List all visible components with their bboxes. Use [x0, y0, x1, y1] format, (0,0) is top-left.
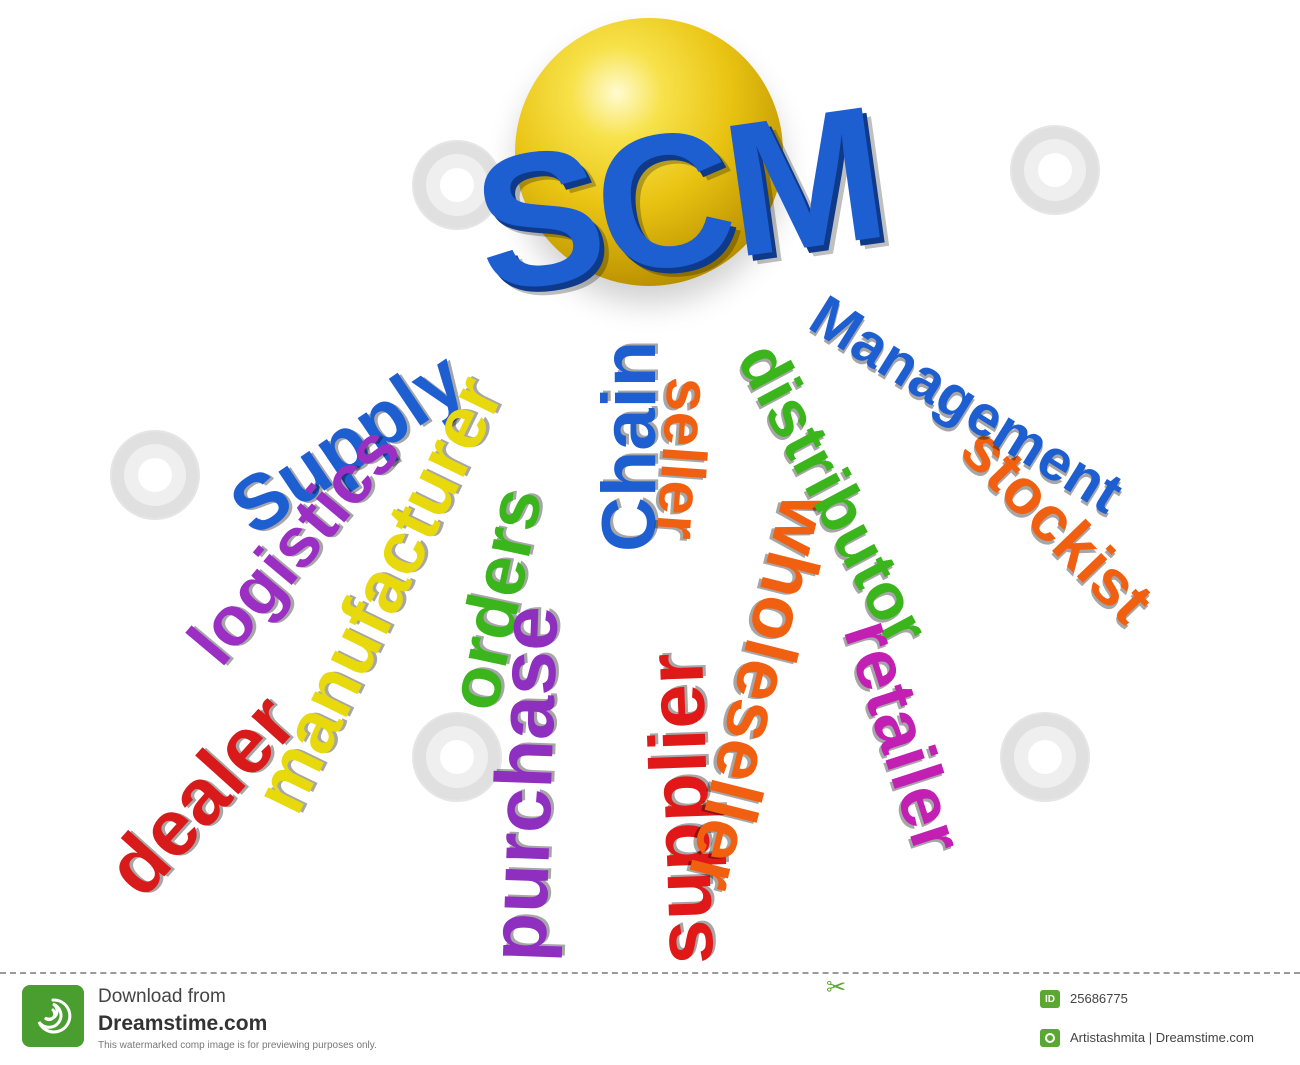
- word-purchase: purchase: [472, 604, 575, 964]
- image-id: 25686775: [1070, 991, 1128, 1006]
- dreamstime-logo-icon: [22, 985, 84, 1047]
- watermark-swirl-icon: [1000, 712, 1090, 802]
- footer-divider: [0, 972, 1300, 974]
- watermark-swirl-icon: [110, 430, 200, 520]
- id-badge: ID: [1040, 990, 1060, 1008]
- scm-word-cloud-artwork: SCM Supply logistics manufacturer dealer…: [89, 18, 1167, 966]
- site-name-link[interactable]: Dreamstime.com: [98, 1012, 268, 1035]
- word-seller: seller: [642, 375, 724, 542]
- download-label: Download from: [98, 986, 226, 1007]
- author-icon: [1040, 1029, 1060, 1047]
- watermark-swirl-icon: [412, 140, 502, 230]
- preview-notice: This watermarked comp image is for previ…: [98, 1040, 377, 1051]
- watermark-swirl-icon: [1010, 125, 1100, 215]
- author-credit: Artistashmita | Dreamstime.com: [1070, 1030, 1254, 1045]
- word-retailer: retailer: [827, 610, 979, 864]
- watermark-swirl-icon: [412, 712, 502, 802]
- gold-sphere: [515, 18, 783, 286]
- scissors-icon: ✂: [826, 974, 847, 1001]
